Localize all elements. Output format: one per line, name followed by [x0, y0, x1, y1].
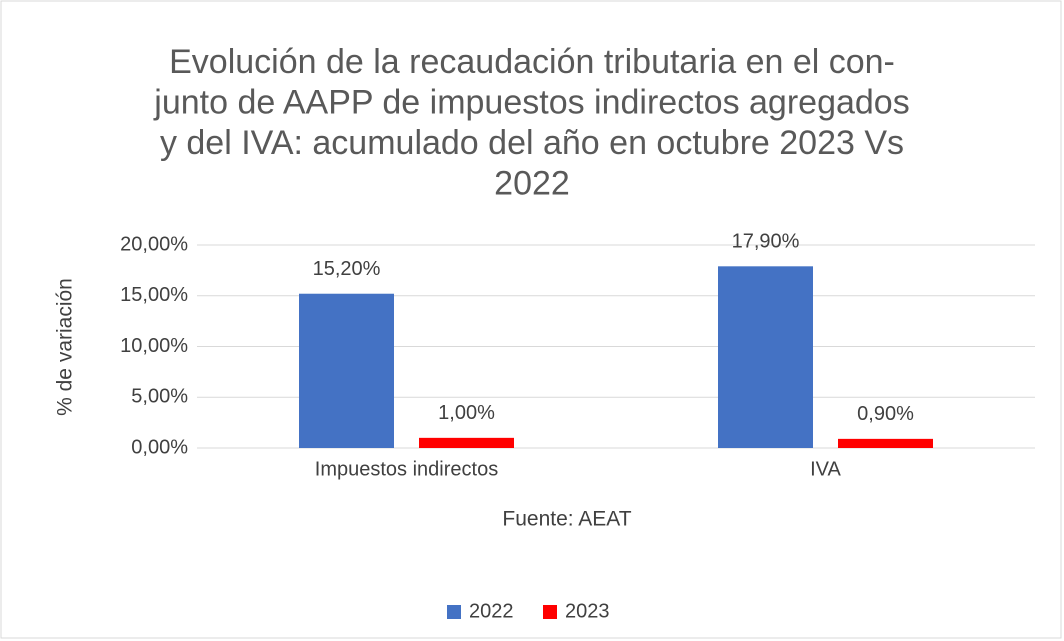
x-tick-label: IVA — [810, 458, 841, 480]
legend-label: 2022 — [469, 600, 514, 622]
bar — [419, 437, 514, 448]
legend-label: 2023 — [565, 600, 610, 622]
x-tick-label: Impuestos indirectos — [315, 458, 498, 480]
y-tick-label: 0,00% — [131, 436, 188, 458]
value-label: 1,00% — [438, 402, 495, 424]
value-label: 0,90% — [857, 403, 914, 425]
x-axis-label: Fuente: AEAT — [502, 508, 631, 531]
value-label: 15,20% — [313, 258, 381, 280]
y-tick-label: 15,00% — [120, 284, 188, 306]
title-line: 2022 — [494, 164, 570, 202]
y-axis-label: % de variación — [54, 278, 77, 416]
title-line: junto de AAPP de impuestos indirectos ag… — [153, 83, 909, 121]
bar — [718, 266, 813, 448]
y-tick-label: 5,00% — [131, 386, 188, 408]
legend-swatch — [447, 605, 461, 619]
chart-title: Evolución de la recaudación tributaria e… — [153, 43, 909, 203]
title-line: y del IVA: acumulado del año en octubre … — [160, 124, 904, 162]
bar — [299, 293, 394, 448]
bar — [838, 438, 933, 448]
legend-swatch — [543, 605, 557, 619]
value-label: 17,90% — [732, 231, 800, 253]
y-tick-label: 20,00% — [120, 233, 188, 255]
title-line: Evolución de la recaudación tributaria e… — [169, 43, 895, 81]
y-tick-label: 10,00% — [120, 335, 188, 357]
